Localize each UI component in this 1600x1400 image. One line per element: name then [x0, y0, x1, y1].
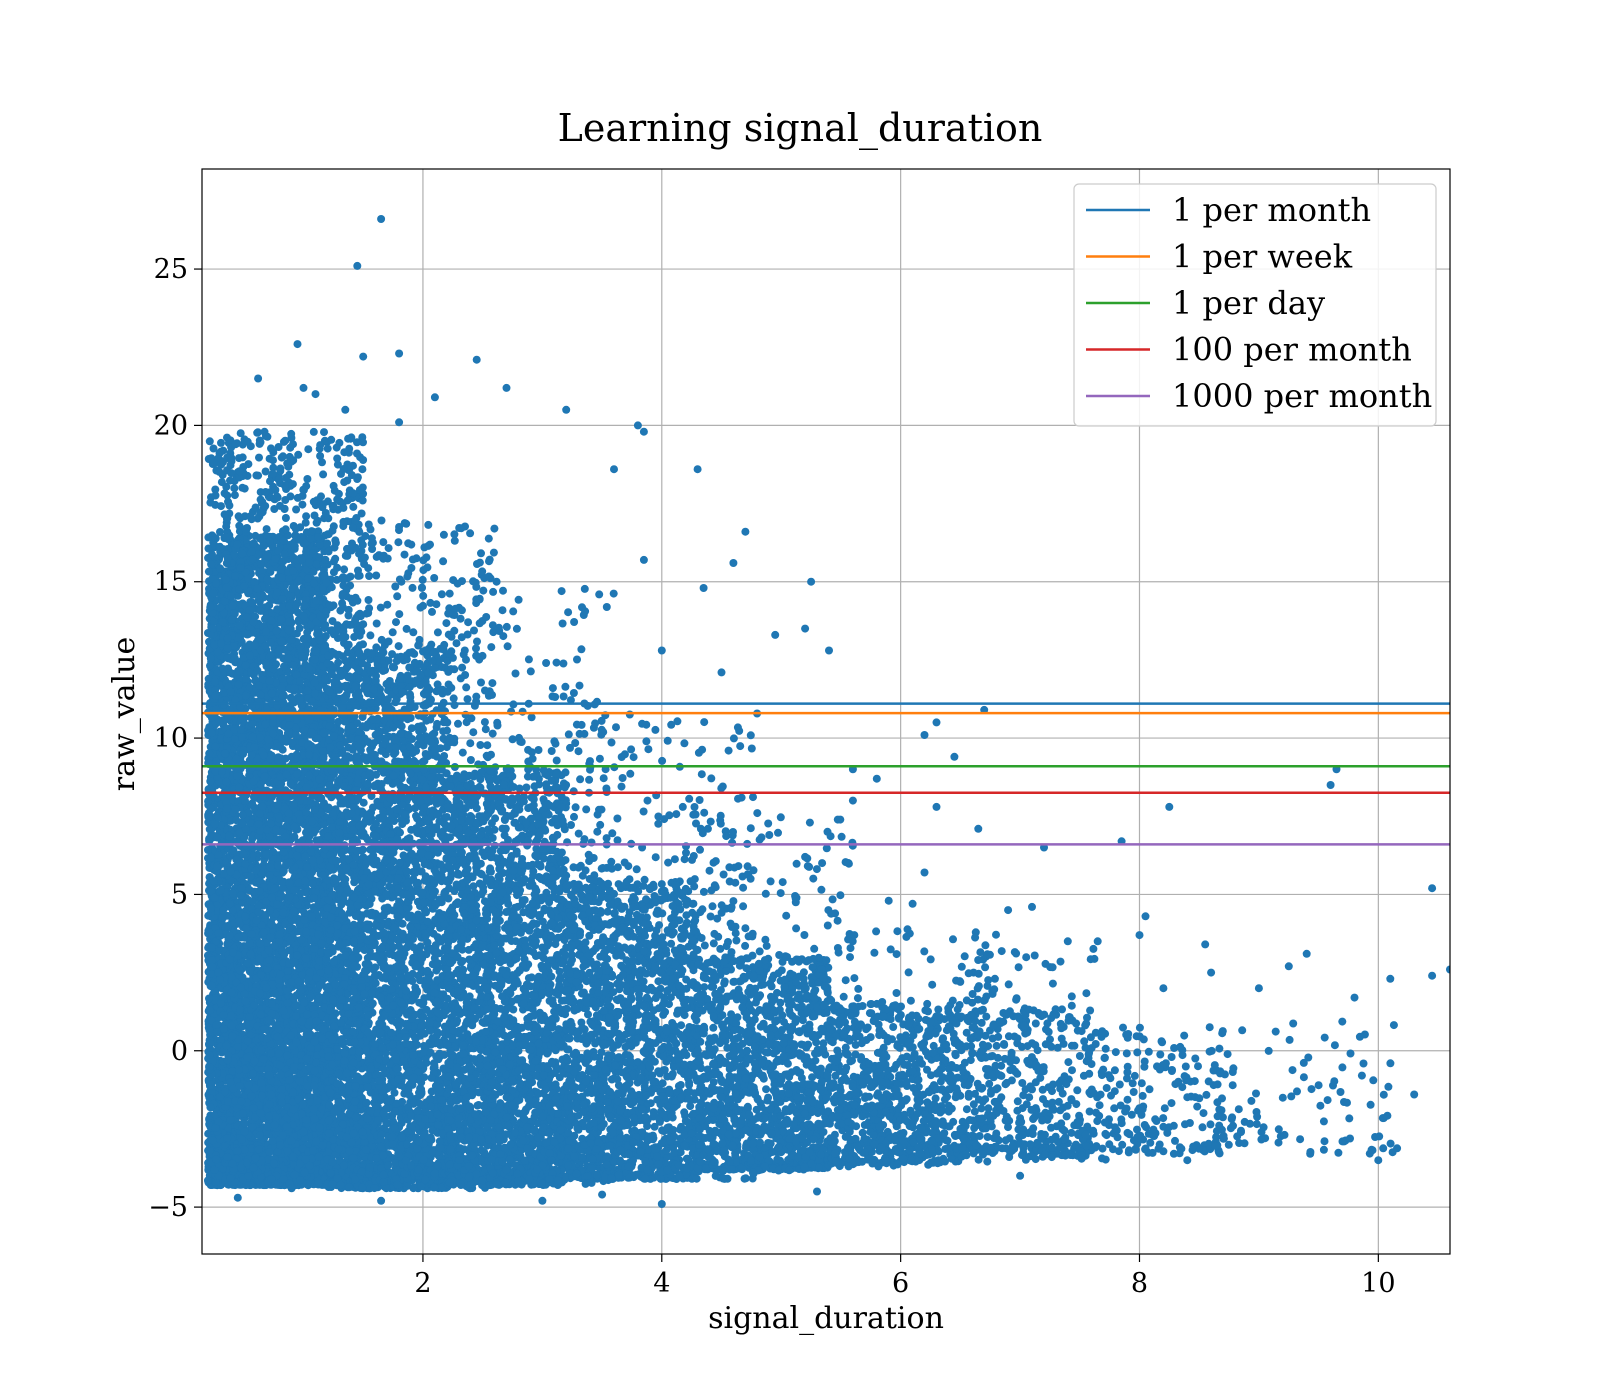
- scatter-point: [311, 646, 320, 654]
- scatter-point: [256, 635, 265, 644]
- scatter-point: [290, 542, 299, 551]
- scatter-point: [206, 654, 215, 663]
- scatter-point: [311, 826, 320, 835]
- chart-title: Learning signal_duration: [558, 106, 1043, 151]
- scatter-point: [310, 655, 319, 664]
- scatter-point: [300, 726, 309, 735]
- scatter-points: [204, 215, 1450, 1208]
- scatter-point: [317, 794, 326, 803]
- scatter-point: [277, 637, 286, 646]
